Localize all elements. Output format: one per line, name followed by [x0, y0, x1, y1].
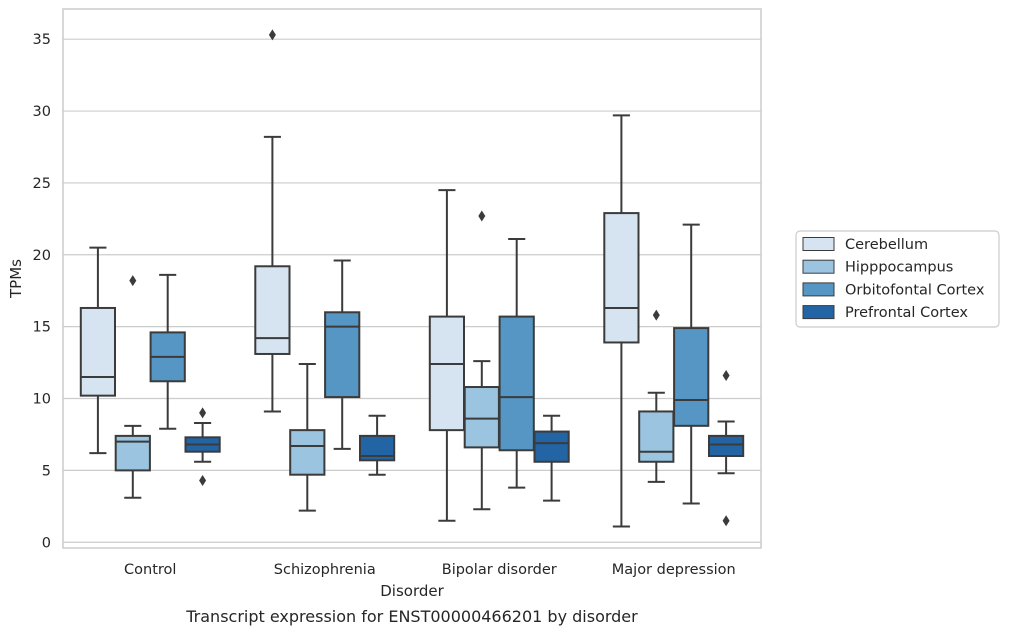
- box-group: [289, 363, 326, 512]
- flier-point: [199, 474, 207, 486]
- legend-label: Prefrontal Cortex: [845, 305, 968, 321]
- box-group: [428, 189, 466, 522]
- x-tick-label: Control: [124, 562, 176, 578]
- legend-label: Orbitofontal Cortex: [845, 282, 985, 298]
- box: [673, 327, 710, 427]
- box-group: [358, 414, 396, 476]
- box: [324, 311, 361, 399]
- box-group: [79, 246, 117, 455]
- flier-point: [722, 370, 730, 382]
- box-group: [114, 275, 151, 499]
- box-group: [184, 407, 221, 486]
- y-tick-label: 30: [33, 104, 51, 120]
- legend-swatch: [802, 282, 835, 297]
- legend-swatch: [802, 237, 835, 251]
- y-tick-label: 10: [33, 392, 51, 408]
- flier-point: [268, 29, 276, 41]
- plot-frame: [62, 8, 762, 549]
- y-axis-label: TPMs: [7, 259, 25, 299]
- chart-caption: Transcript expression for ENST0000046620…: [185, 607, 638, 626]
- box: [463, 386, 500, 449]
- box-group: [254, 29, 291, 413]
- y-tick-label: 15: [33, 320, 51, 336]
- box-group: [707, 370, 745, 527]
- box: [638, 410, 675, 463]
- box: [254, 265, 291, 355]
- y-tick-labels: 0 5 10 15 20 25 30 35: [33, 32, 51, 551]
- box-group: [533, 414, 570, 502]
- y-tick-label: 0: [42, 535, 51, 551]
- box: [79, 306, 117, 397]
- legend: Cerebellum Hipppocampus Orbitofontal Corte…: [795, 230, 1000, 328]
- flier-point: [478, 210, 486, 222]
- flier-point: [722, 515, 730, 527]
- y-tick-label: 5: [42, 463, 51, 479]
- legend-swatch: [802, 305, 835, 320]
- x-tick-label: Major depression: [612, 562, 736, 578]
- legend-label: Cerebellum: [845, 237, 928, 253]
- legend-swatch: [802, 259, 835, 274]
- legend-frame: [795, 230, 1000, 328]
- box: [428, 315, 466, 432]
- box-group: [638, 309, 675, 483]
- legend-label: Hipppocampus: [845, 260, 953, 276]
- box-group: [149, 273, 186, 430]
- flier-point: [129, 275, 137, 287]
- box-group: [463, 210, 500, 511]
- x-axis-label: Disorder: [380, 582, 444, 600]
- y-tick-label: 35: [33, 32, 51, 48]
- y-tick-label: 25: [33, 176, 51, 192]
- x-tick-label: Schizophrenia: [274, 562, 376, 578]
- x-tick-labels: Control Schizophrenia Bipolar disorder Majo…: [124, 562, 736, 578]
- y-tick-label: 20: [33, 248, 51, 264]
- gridlines: [63, 38, 761, 543]
- flier-point: [652, 309, 660, 321]
- box: [603, 212, 640, 344]
- x-tick-label: Bipolar disorder: [442, 562, 557, 578]
- box: [289, 429, 326, 476]
- box: [498, 315, 535, 452]
- box-group: [603, 114, 640, 528]
- box-group: [324, 259, 361, 450]
- box: [533, 430, 570, 463]
- box-group: [673, 223, 710, 505]
- flier-point: [199, 407, 207, 419]
- box: [707, 434, 745, 458]
- box-group: [498, 237, 535, 489]
- box-groups: [79, 29, 745, 528]
